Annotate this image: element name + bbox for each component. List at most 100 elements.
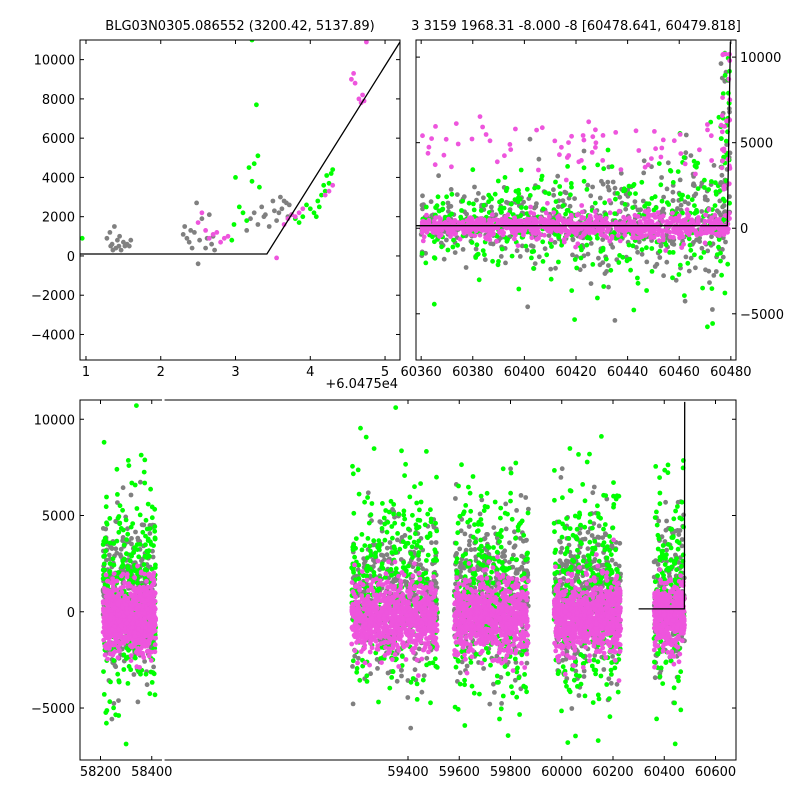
data-point-green <box>254 102 259 108</box>
data-point-green <box>449 191 455 197</box>
data-point-green <box>390 669 396 674</box>
data-point-gray <box>596 255 601 261</box>
data-point-green <box>431 558 436 563</box>
data-point-gray <box>567 203 573 209</box>
data-point-gray <box>421 673 427 678</box>
data-point-magenta <box>720 95 725 100</box>
data-point-green <box>125 564 131 570</box>
data-point-gray <box>186 239 192 245</box>
data-point-gray <box>597 195 603 201</box>
data-point-green <box>644 245 649 251</box>
data-point-magenta <box>535 228 541 234</box>
data-point-green <box>719 272 724 278</box>
data-point-magenta <box>135 646 141 652</box>
data-point-green <box>103 504 109 510</box>
data-point-gray <box>548 266 554 272</box>
data-point-magenta <box>623 225 629 231</box>
data-point-magenta <box>500 232 506 238</box>
data-point-green <box>354 669 360 675</box>
data-point-green <box>233 175 238 180</box>
x-offset-label: +6.0475e4 <box>325 377 398 392</box>
data-point-magenta <box>359 569 365 574</box>
x-tick-label: 60460 <box>659 365 700 380</box>
data-point-green <box>383 508 389 513</box>
data-point-gray <box>112 224 117 229</box>
data-point-gray <box>116 243 122 249</box>
data-point-green <box>702 185 707 190</box>
data-point-magenta <box>653 214 659 220</box>
data-point-green <box>355 467 361 473</box>
data-point-green <box>445 247 451 253</box>
data-point-green <box>434 528 440 534</box>
data-point-gray <box>408 725 414 731</box>
data-point-green <box>372 554 378 559</box>
data-point-green <box>409 544 415 550</box>
data-point-gray <box>678 202 684 208</box>
data-point-magenta <box>137 590 143 596</box>
data-point-gray <box>652 264 658 269</box>
data-point-magenta <box>719 129 725 135</box>
data-point-magenta <box>652 129 657 134</box>
data-point-green <box>359 547 365 553</box>
data-point-magenta <box>505 212 511 218</box>
data-point-magenta <box>127 614 133 620</box>
data-point-magenta <box>719 113 725 118</box>
data-point-magenta <box>110 581 116 587</box>
data-point-green <box>612 211 618 217</box>
data-point-magenta <box>671 235 676 240</box>
data-point-magenta <box>536 167 541 173</box>
data-point-magenta <box>108 616 113 622</box>
data-point-magenta <box>601 233 607 239</box>
data-point-green <box>495 178 501 184</box>
data-point-green <box>381 515 387 521</box>
data-point-magenta <box>375 558 381 564</box>
data-point-green <box>518 167 524 173</box>
data-point-green <box>523 205 529 211</box>
data-point-green <box>574 265 580 271</box>
data-point-green <box>311 210 317 216</box>
data-point-magenta <box>564 155 570 160</box>
data-point-gray <box>189 245 195 251</box>
x-tick-label: 3 <box>231 365 239 380</box>
data-point-gray <box>530 244 536 249</box>
data-point-magenta <box>539 125 545 131</box>
data-point-green <box>121 667 127 672</box>
data-point-gray <box>686 268 692 274</box>
data-point-green <box>628 267 633 273</box>
data-point-magenta <box>360 92 365 98</box>
data-point-green <box>676 272 682 277</box>
data-point-gray <box>116 698 121 703</box>
data-point-green <box>517 196 523 202</box>
data-point-green <box>423 570 429 576</box>
data-point-magenta <box>431 634 437 639</box>
data-point-gray <box>385 670 391 676</box>
data-point-gray <box>699 209 705 214</box>
data-point-magenta <box>587 230 592 236</box>
data-point-magenta <box>635 214 641 219</box>
data-point-green <box>108 679 113 685</box>
data-point-gray <box>199 216 205 222</box>
data-point-green <box>524 211 530 217</box>
data-point-magenta <box>617 238 623 244</box>
data-point-green <box>118 526 124 531</box>
data-point-gray <box>640 198 646 204</box>
data-point-magenta <box>607 198 612 203</box>
data-point-magenta <box>655 210 661 216</box>
data-point-gray <box>118 546 124 552</box>
data-point-magenta <box>148 658 154 663</box>
data-point-magenta <box>674 225 680 231</box>
data-point-green <box>356 491 362 497</box>
data-point-gray <box>463 265 469 270</box>
data-point-green <box>304 202 309 208</box>
data-point-green <box>364 673 370 679</box>
data-point-green <box>503 188 509 194</box>
data-point-green <box>104 708 110 713</box>
data-point-green <box>115 515 121 521</box>
data-point-green <box>137 512 143 518</box>
data-point-green <box>432 547 438 553</box>
data-point-green <box>116 678 122 683</box>
data-point-gray <box>286 202 292 208</box>
data-point-magenta <box>508 147 514 153</box>
data-point-magenta <box>684 211 690 217</box>
data-point-green <box>425 511 431 517</box>
